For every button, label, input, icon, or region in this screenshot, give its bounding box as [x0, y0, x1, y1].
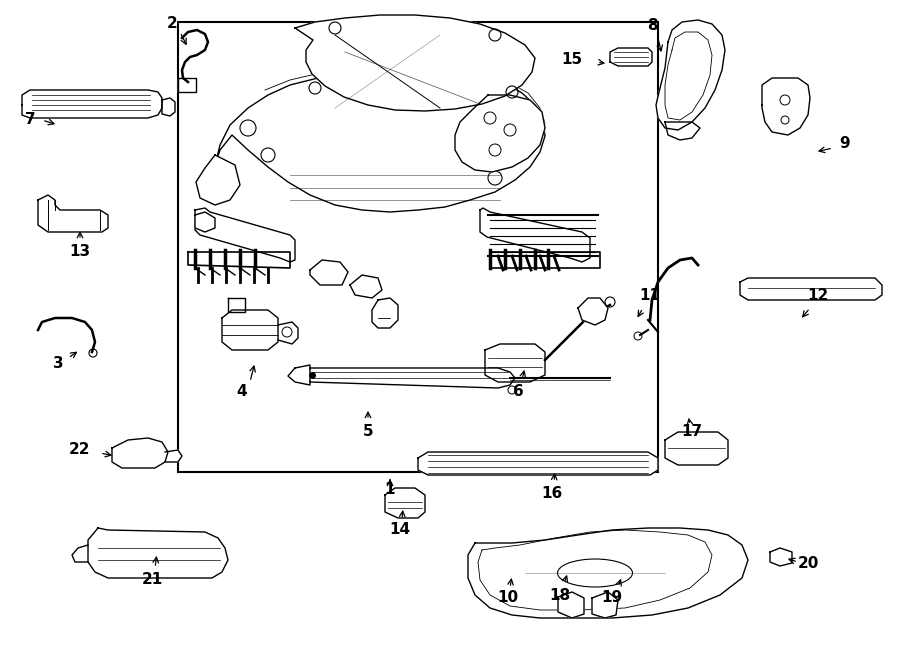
Polygon shape	[310, 260, 348, 285]
Ellipse shape	[557, 559, 633, 587]
Text: 2: 2	[166, 17, 177, 32]
Polygon shape	[665, 432, 728, 465]
Polygon shape	[610, 48, 652, 66]
Text: 20: 20	[797, 555, 819, 570]
Text: 10: 10	[498, 590, 518, 605]
Polygon shape	[656, 20, 725, 130]
Polygon shape	[455, 95, 545, 172]
Polygon shape	[278, 322, 298, 344]
Polygon shape	[310, 368, 515, 388]
Bar	[178, 22, 658, 472]
Polygon shape	[165, 450, 182, 462]
Polygon shape	[558, 592, 584, 618]
Polygon shape	[22, 90, 162, 118]
Polygon shape	[485, 344, 545, 382]
Polygon shape	[228, 298, 245, 312]
Polygon shape	[288, 365, 310, 385]
Polygon shape	[195, 208, 295, 262]
Text: 6: 6	[513, 385, 524, 399]
Text: 12: 12	[807, 288, 829, 303]
Polygon shape	[295, 15, 535, 111]
Polygon shape	[38, 195, 108, 232]
Text: 19: 19	[601, 590, 623, 605]
Polygon shape	[665, 122, 700, 140]
Polygon shape	[222, 310, 278, 350]
Text: 15: 15	[562, 52, 582, 67]
Polygon shape	[385, 488, 425, 518]
Text: 11: 11	[640, 288, 661, 303]
Text: 22: 22	[69, 442, 91, 457]
Text: 1: 1	[385, 483, 395, 498]
Text: 17: 17	[681, 424, 703, 440]
Polygon shape	[740, 278, 882, 300]
Polygon shape	[215, 68, 545, 212]
Text: 9: 9	[840, 136, 850, 151]
Polygon shape	[112, 438, 168, 468]
Polygon shape	[418, 452, 658, 475]
Text: 3: 3	[53, 356, 63, 371]
Text: 13: 13	[69, 245, 91, 260]
Polygon shape	[468, 528, 748, 618]
Circle shape	[307, 370, 317, 380]
Text: 14: 14	[390, 522, 410, 537]
Polygon shape	[188, 252, 290, 268]
Polygon shape	[578, 298, 608, 325]
Polygon shape	[88, 528, 228, 578]
Polygon shape	[372, 298, 398, 328]
Polygon shape	[762, 78, 810, 135]
Polygon shape	[196, 155, 240, 205]
Text: 21: 21	[141, 572, 163, 588]
Polygon shape	[162, 98, 175, 116]
Text: 5: 5	[363, 424, 374, 440]
Polygon shape	[480, 208, 590, 262]
Polygon shape	[178, 78, 196, 92]
Polygon shape	[592, 592, 618, 618]
Text: 7: 7	[24, 112, 35, 128]
Polygon shape	[350, 275, 382, 298]
Text: 8: 8	[647, 19, 657, 34]
Text: 18: 18	[549, 588, 571, 602]
Polygon shape	[490, 252, 600, 268]
Polygon shape	[195, 212, 215, 232]
Polygon shape	[770, 548, 792, 566]
Text: 16: 16	[542, 485, 562, 500]
Text: 4: 4	[237, 385, 248, 399]
